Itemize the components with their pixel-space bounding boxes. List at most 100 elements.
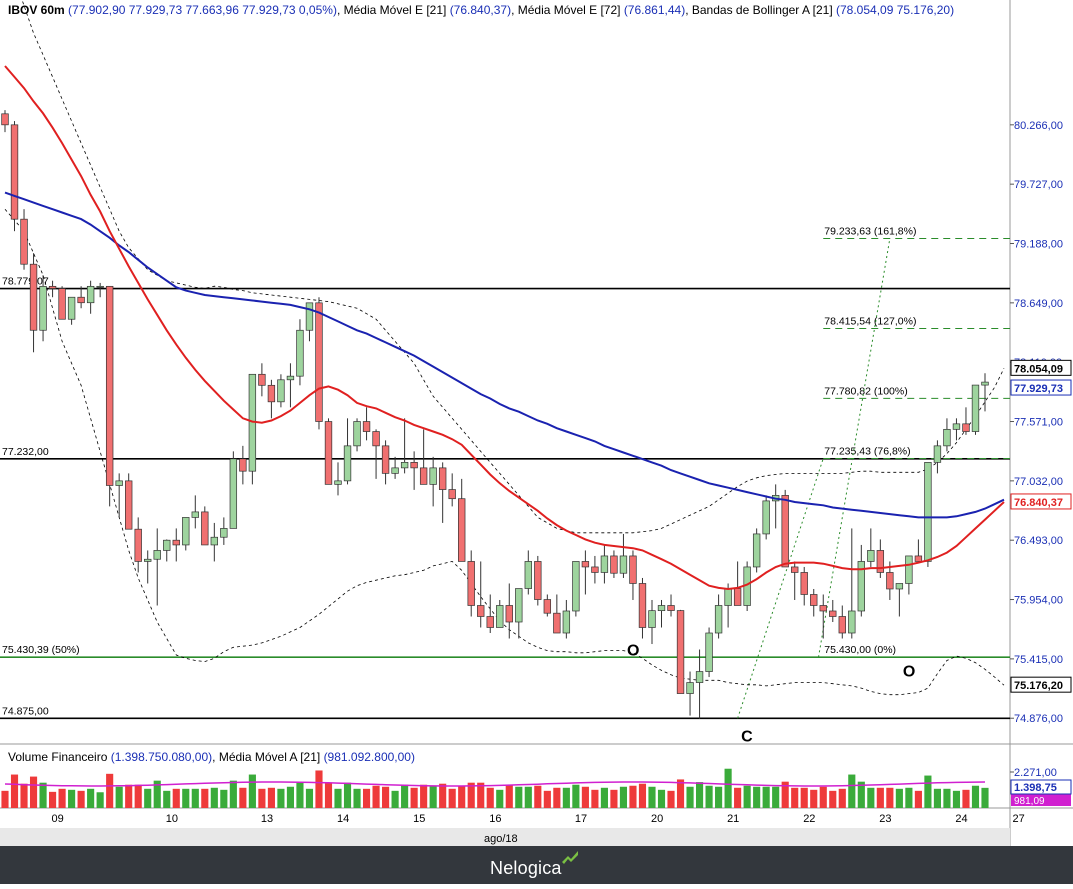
candle-body [125,480,133,530]
volume-bar [58,788,66,808]
volume-bar [77,790,85,808]
volume-bar [458,785,466,808]
candle-body [277,379,285,403]
candle-body [400,462,409,469]
volume-bar [153,780,161,808]
volume-ma-tag-label: 981,09 [1014,796,1045,807]
volume-bar [448,788,456,808]
price-tag-label: 78.054,09 [1014,363,1063,375]
volume-bar [420,784,428,808]
chart-header: IBOV 60m (77.902,90 77.929,73 77.663,96 … [8,3,955,17]
candle-body [86,285,95,304]
level-label: 78.779,07 [2,276,49,288]
volume-bar [29,776,38,808]
volume-bar [277,788,285,808]
volume-bar [134,784,142,808]
ema21-line [4,65,1005,591]
volume-bar [439,783,447,808]
candle-body [10,124,19,220]
candle-body [534,561,542,600]
candle-body [848,610,856,634]
volume-bar [695,782,704,808]
candle-body [515,588,523,623]
volume-bar [10,774,19,808]
candle-body [353,421,361,447]
volume-bar [848,774,856,808]
volume-bar [876,787,884,808]
volume-bar [676,779,685,808]
candle-body [39,285,47,331]
candle-body [724,588,732,606]
candle-body [305,302,314,331]
volume-bar [477,782,485,808]
candle-body [905,555,913,584]
candle-body [48,285,57,289]
candle-body [914,555,923,562]
volume-bar [581,786,589,808]
volume-bar [600,787,608,808]
volume-bar [686,786,694,808]
candle-body [619,555,628,574]
volume-bar [553,787,561,808]
candle-body [429,467,437,485]
candle-body [924,462,932,562]
candle-body [676,610,685,694]
candle-body [29,263,38,331]
candle-body [791,566,799,573]
candle-body [648,610,656,628]
candle-body [201,511,209,546]
volume-bar [486,787,494,808]
volume-bar [534,785,542,808]
candle-body [391,467,399,474]
footer-bar [0,846,1073,884]
candle-body [800,572,808,595]
level-label: 74.875,00 [2,705,49,717]
volume-bar [305,788,314,808]
candle-body [438,467,447,490]
candle-body [819,605,827,612]
candle-body [381,445,390,474]
y-tick-label: 77.571,00 [1014,417,1063,429]
month-band [0,828,1010,846]
price-tag-box [1010,493,1072,510]
volume-bar [867,787,875,808]
logo-arrow-icon [562,851,578,864]
candle-body [210,536,219,546]
ema72-value: (76.861,44) [623,3,686,17]
candle-body [705,632,713,672]
volume-bar [657,789,666,808]
candle-body [258,373,266,386]
symbol-label: IBOV 60m [8,3,65,17]
volume-last-tag-box [1010,779,1072,795]
price-tag-label: 75.176,20 [1014,680,1063,692]
candle-body [867,550,875,562]
x-tick-label: 17 [575,813,587,825]
volume-bar [810,789,818,808]
candle-body [182,517,190,546]
volume-bar [753,786,761,808]
y-tick-label: 80.266,00 [1014,120,1063,132]
candle-body [144,558,152,562]
candle-body [810,594,818,606]
volume-bar [353,788,361,808]
volume-bar [743,785,751,808]
candle-body [553,612,561,634]
volume-bar [267,787,275,808]
price-tag-label: 77.929,73 [1014,383,1063,395]
fib-label: 78.415,54 (127,0%) [824,316,916,328]
candle-body [686,682,694,694]
volume-bar [591,789,599,808]
volume-bar [962,789,970,808]
candle-body [838,616,846,634]
volume-bar [68,789,76,808]
y-tick-label: 79.188,00 [1014,239,1063,251]
volume-bar [619,786,628,808]
candle-body [448,489,456,500]
level-label: 77.232,00 [2,446,49,458]
candle-body [952,423,961,430]
volume-bar [800,787,808,808]
volume-bar [971,785,980,808]
volume-bar [648,786,656,808]
